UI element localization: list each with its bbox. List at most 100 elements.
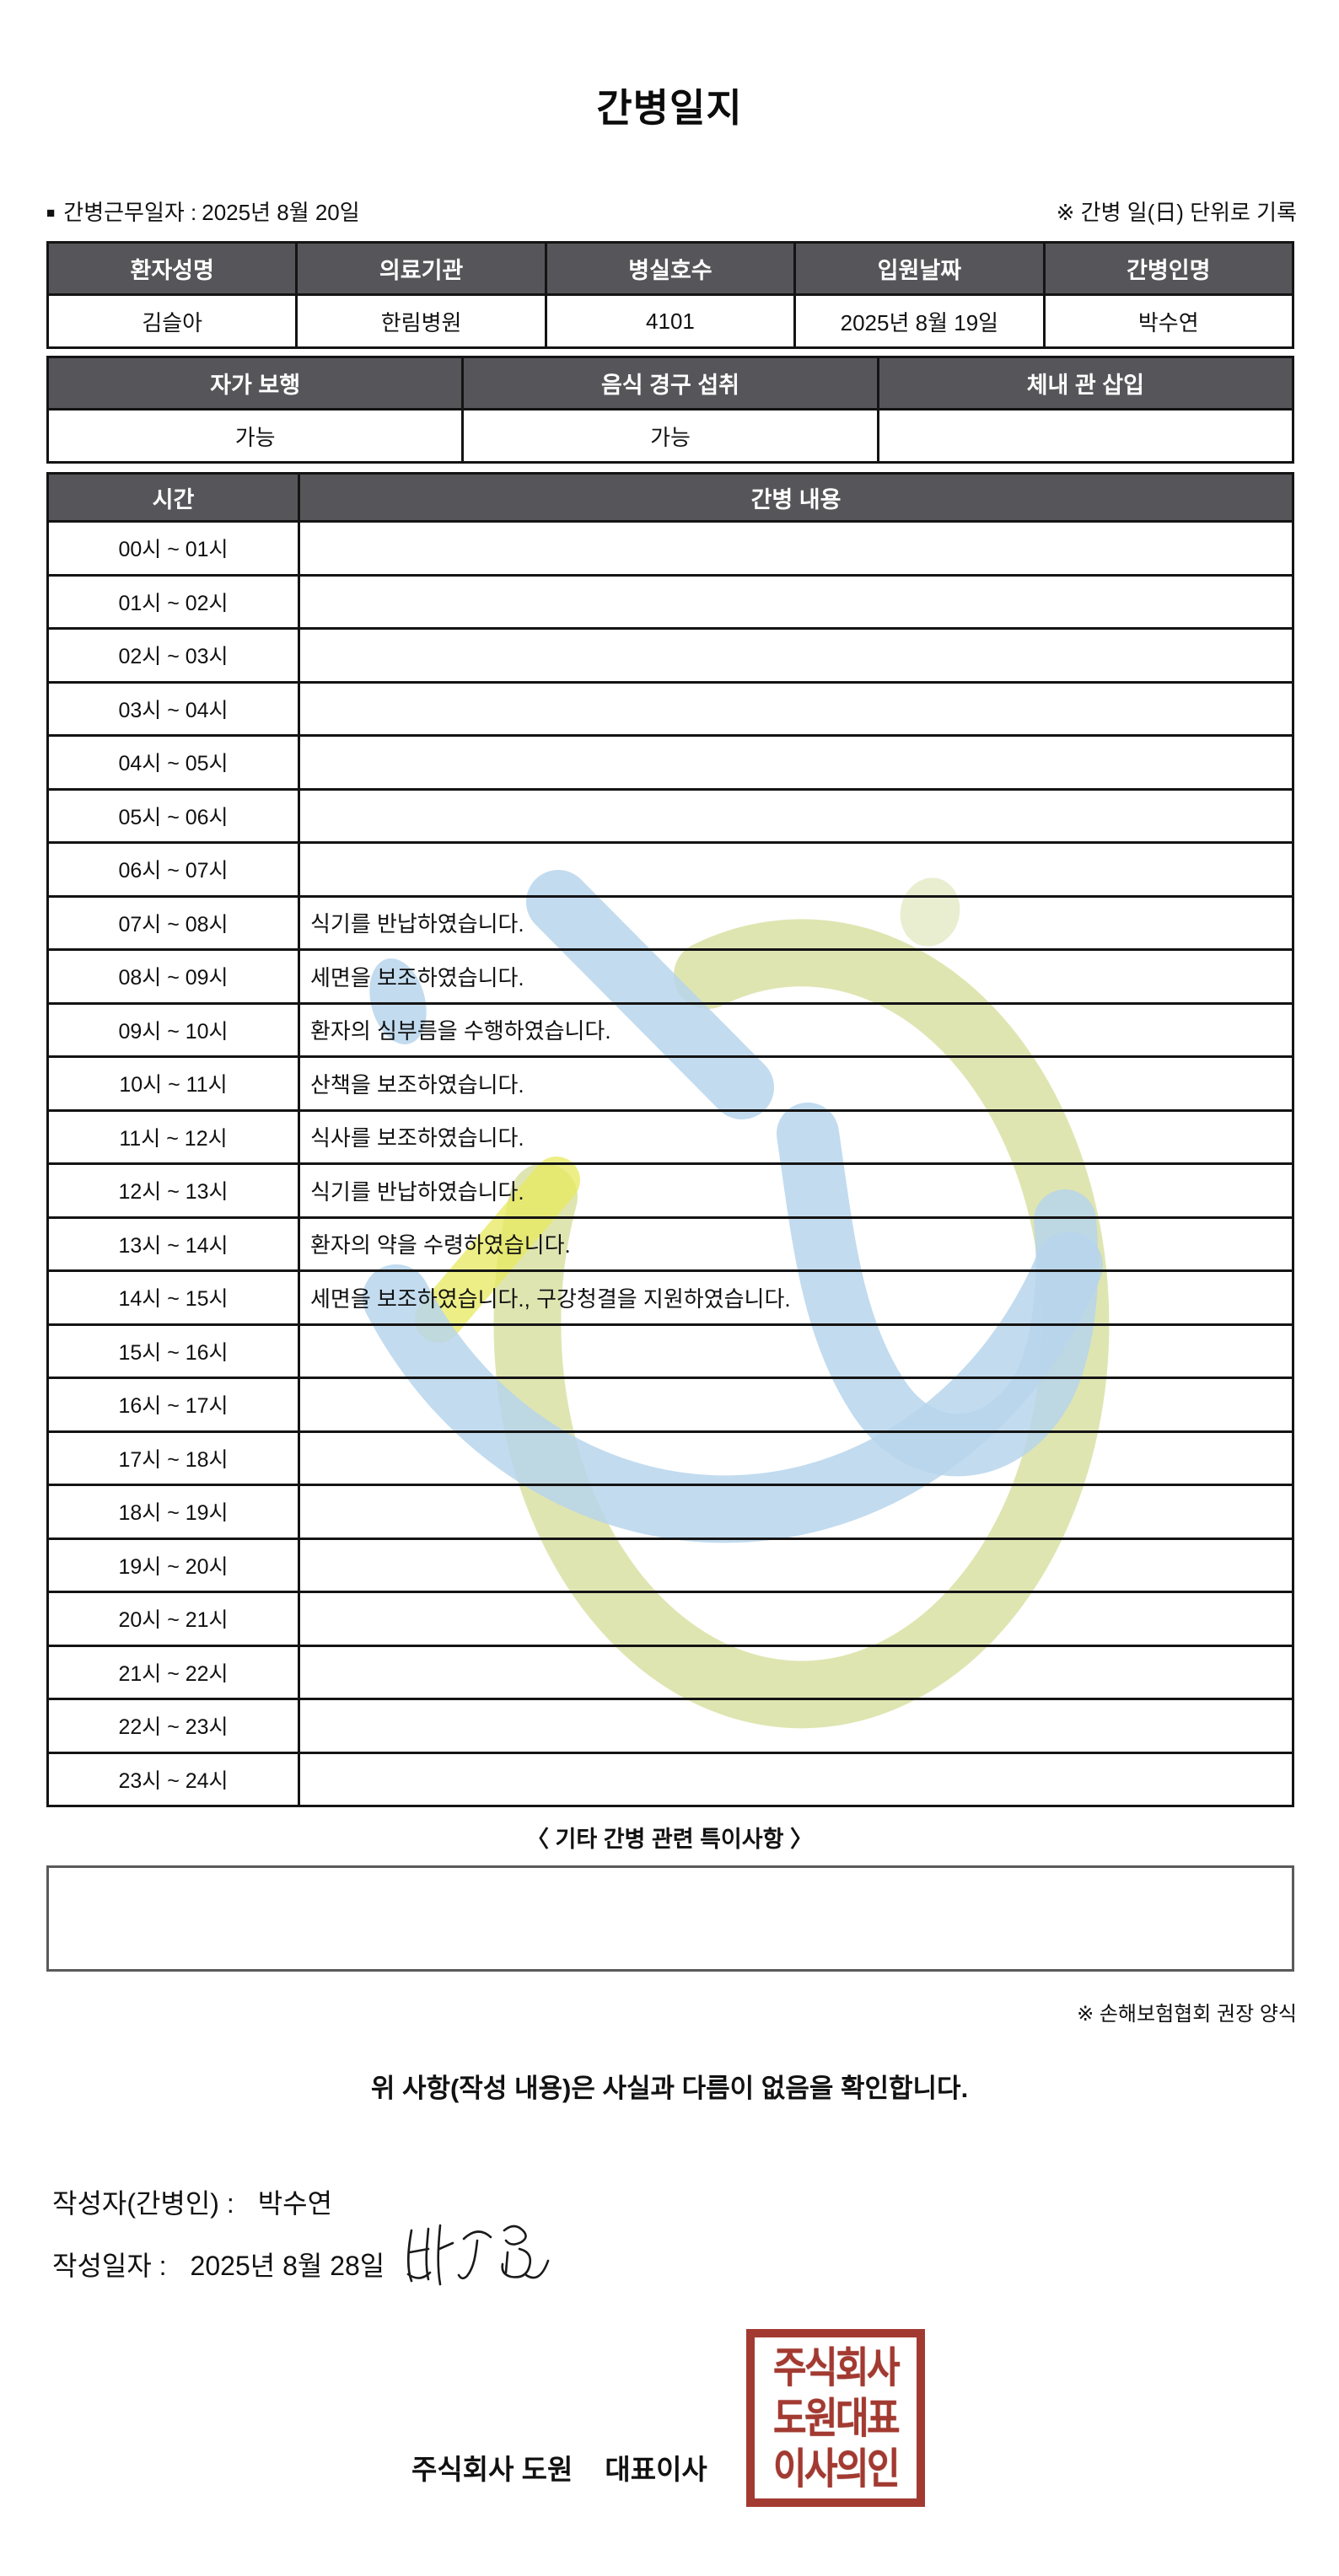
confirmation-statement: 위 사항(작성 내용)은 사실과 다름이 없음을 확인합니다. (370, 2074, 969, 2103)
care-content: 환자의 약을 수령하였습니다. (298, 1216, 1294, 1272)
time-range: 16시 ~ 17시 (46, 1377, 300, 1433)
time-range: 17시 ~ 18시 (46, 1430, 300, 1486)
patient-header-row: 환자성명 의료기관 병실호수 입원날짜 간병인명 (46, 241, 1295, 296)
time-range: 21시 ~ 22시 (46, 1644, 300, 1700)
admission-date: 2025년 8월 19일 (793, 293, 1046, 349)
time-range: 10시 ~ 11시 (46, 1055, 300, 1112)
care-content (298, 1644, 1294, 1700)
care-log-row: 20시 ~ 21시 (46, 1591, 1294, 1647)
write-date-value: 2025년 8월 28일 (190, 2251, 385, 2281)
time-range: 14시 ~ 15시 (46, 1269, 300, 1326)
time-range: 18시 ~ 19시 (46, 1484, 300, 1540)
care-log-row: 15시 ~ 16시 (46, 1323, 1294, 1379)
care-content (298, 734, 1294, 791)
writer-label: 작성자(간병인) : (52, 2188, 234, 2219)
col-header-care-content: 간병 내용 (298, 472, 1294, 523)
company-name: 주식회사 도원 (411, 2454, 573, 2485)
patient-value-row: 김슬아 한림병원 4101 2025년 8월 19일 박수연 (46, 293, 1295, 349)
work-date-label: 간병근무일자 : (63, 200, 197, 225)
care-content (298, 1751, 1294, 1807)
meta-row: ■ 간병근무일자 :2025년 8월 20일 ※ 간병 일(日) 단위로 기록 (46, 196, 1297, 227)
col-header-patient-name: 환자성명 (46, 241, 298, 296)
care-log-row: 00시 ~ 01시 (46, 520, 1294, 577)
time-range: 07시 ~ 08시 (46, 894, 300, 951)
time-range: 03시 ~ 04시 (46, 680, 300, 737)
care-log-row: 04시 ~ 05시 (46, 734, 1294, 791)
care-content: 산책을 보조하였습니다. (298, 1055, 1294, 1112)
care-log-body: 00시 ~ 01시 01시 ~ 02시 02시 ~ 03시 03시 ~ 04시 … (46, 520, 1294, 1807)
unit-note: ※ 간병 일(日) 단위로 기록 (1056, 200, 1297, 225)
care-log-header-row: 시간 간병 내용 (46, 472, 1294, 523)
time-range: 15시 ~ 16시 (46, 1323, 300, 1379)
time-range: 22시 ~ 23시 (46, 1698, 300, 1754)
care-log-row: 10시 ~ 11시 산책을 보조하였습니다. (46, 1055, 1294, 1112)
work-date-line: ■ 간병근무일자 :2025년 8월 20일 (46, 196, 365, 227)
care-content: 세면을 보조하였습니다. (298, 948, 1294, 1005)
care-content (298, 1484, 1294, 1540)
care-log-table: 시간 간병 내용 00시 ~ 01시 01시 ~ 02시 02시 ~ 03시 0… (46, 472, 1294, 1807)
care-content (298, 680, 1294, 737)
care-content (298, 1323, 1294, 1379)
care-content (298, 787, 1294, 844)
time-range: 19시 ~ 20시 (46, 1537, 300, 1593)
time-range: 20시 ~ 21시 (46, 1591, 300, 1647)
care-log-row: 07시 ~ 08시 식기를 반납하였습니다. (46, 894, 1294, 951)
care-log-row: 21시 ~ 22시 (46, 1644, 1294, 1700)
care-content (298, 520, 1294, 577)
caregiver-name: 박수연 (1042, 293, 1295, 349)
work-date-value: 2025년 8월 20일 (202, 200, 360, 225)
hospital-name: 한림병원 (295, 293, 547, 349)
care-log-row: 08시 ~ 09시 세면을 보조하였습니다. (46, 948, 1294, 1005)
care-log-row: 06시 ~ 07시 (46, 841, 1294, 898)
oral-intake-value: 가능 (461, 408, 879, 464)
time-range: 01시 ~ 02시 (46, 573, 300, 630)
col-header-room: 병실호수 (544, 241, 797, 296)
care-content (298, 627, 1294, 684)
room-number: 4101 (544, 293, 797, 349)
care-content: 세면을 보조하였습니다., 구강청결을 지원하였습니다. (298, 1269, 1294, 1326)
ceo-label: 대표이사 (605, 2454, 707, 2485)
care-content: 식기를 반납하였습니다. (298, 1162, 1294, 1219)
time-range: 11시 ~ 12시 (46, 1108, 300, 1165)
col-header-admission-date: 입원날짜 (793, 241, 1046, 296)
care-content (298, 1537, 1294, 1593)
square-bullet-icon: ■ (46, 205, 56, 221)
handwritten-signature (406, 2224, 550, 2286)
care-content: 식기를 반납하였습니다. (298, 894, 1294, 951)
self-walking-value: 가능 (46, 408, 465, 464)
col-header-hospital: 의료기관 (295, 241, 547, 296)
col-header-time: 시간 (46, 472, 300, 523)
care-log-row: 17시 ~ 18시 (46, 1430, 1294, 1486)
care-log-row: 12시 ~ 13시 식기를 반납하였습니다. (46, 1162, 1294, 1219)
writer-name: 박수연 (257, 2188, 333, 2219)
col-header-tube-insertion: 체내 관 삽입 (876, 356, 1295, 411)
stamp-line-3: 이사의인 (773, 2445, 900, 2493)
writer-line: 작성자(간병인) : 박수연 (52, 2182, 1339, 2221)
care-content (298, 841, 1294, 898)
care-log-row: 01시 ~ 02시 (46, 573, 1294, 630)
care-log-row: 09시 ~ 10시 환자의 심부름을 수행하였습니다. (46, 1001, 1294, 1058)
condition-header-row: 자가 보행 음식 경구 섭취 체내 관 삽입 (46, 356, 1295, 411)
care-log-row: 16시 ~ 17시 (46, 1377, 1294, 1433)
care-log-row: 03시 ~ 04시 (46, 680, 1294, 737)
care-log-row: 19시 ~ 20시 (46, 1537, 1294, 1593)
care-content (298, 1377, 1294, 1433)
care-log-row: 23시 ~ 24시 (46, 1751, 1294, 1807)
tube-insertion-value (876, 408, 1295, 464)
patient-name: 김슬아 (46, 293, 298, 349)
write-date-line: 작성일자 : 2025년 8월 28일 (52, 2245, 1339, 2284)
condition-table: 자가 보행 음식 경구 섭취 체내 관 삽입 가능 가능 (46, 356, 1295, 464)
care-log-row: 22시 ~ 23시 (46, 1698, 1294, 1754)
care-log-row: 02시 ~ 03시 (46, 627, 1294, 684)
col-header-oral-intake: 음식 경구 섭취 (461, 356, 879, 411)
care-content (298, 1591, 1294, 1647)
care-log-row: 13시 ~ 14시 환자의 약을 수령하였습니다. (46, 1216, 1294, 1272)
time-range: 04시 ~ 05시 (46, 734, 300, 791)
patient-info-table: 환자성명 의료기관 병실호수 입원날짜 간병인명 김슬아 한림병원 4101 2… (46, 241, 1295, 349)
form-note: ※ 손해보험협회 권장 양식 (1077, 2003, 1297, 2026)
care-log-row: 11시 ~ 12시 식사를 보조하였습니다. (46, 1108, 1294, 1165)
care-log-row: 05시 ~ 06시 (46, 787, 1294, 844)
notes-heading: 〈 기타 간병 관련 특이사항 〉 (526, 1827, 813, 1852)
care-content (298, 1430, 1294, 1486)
